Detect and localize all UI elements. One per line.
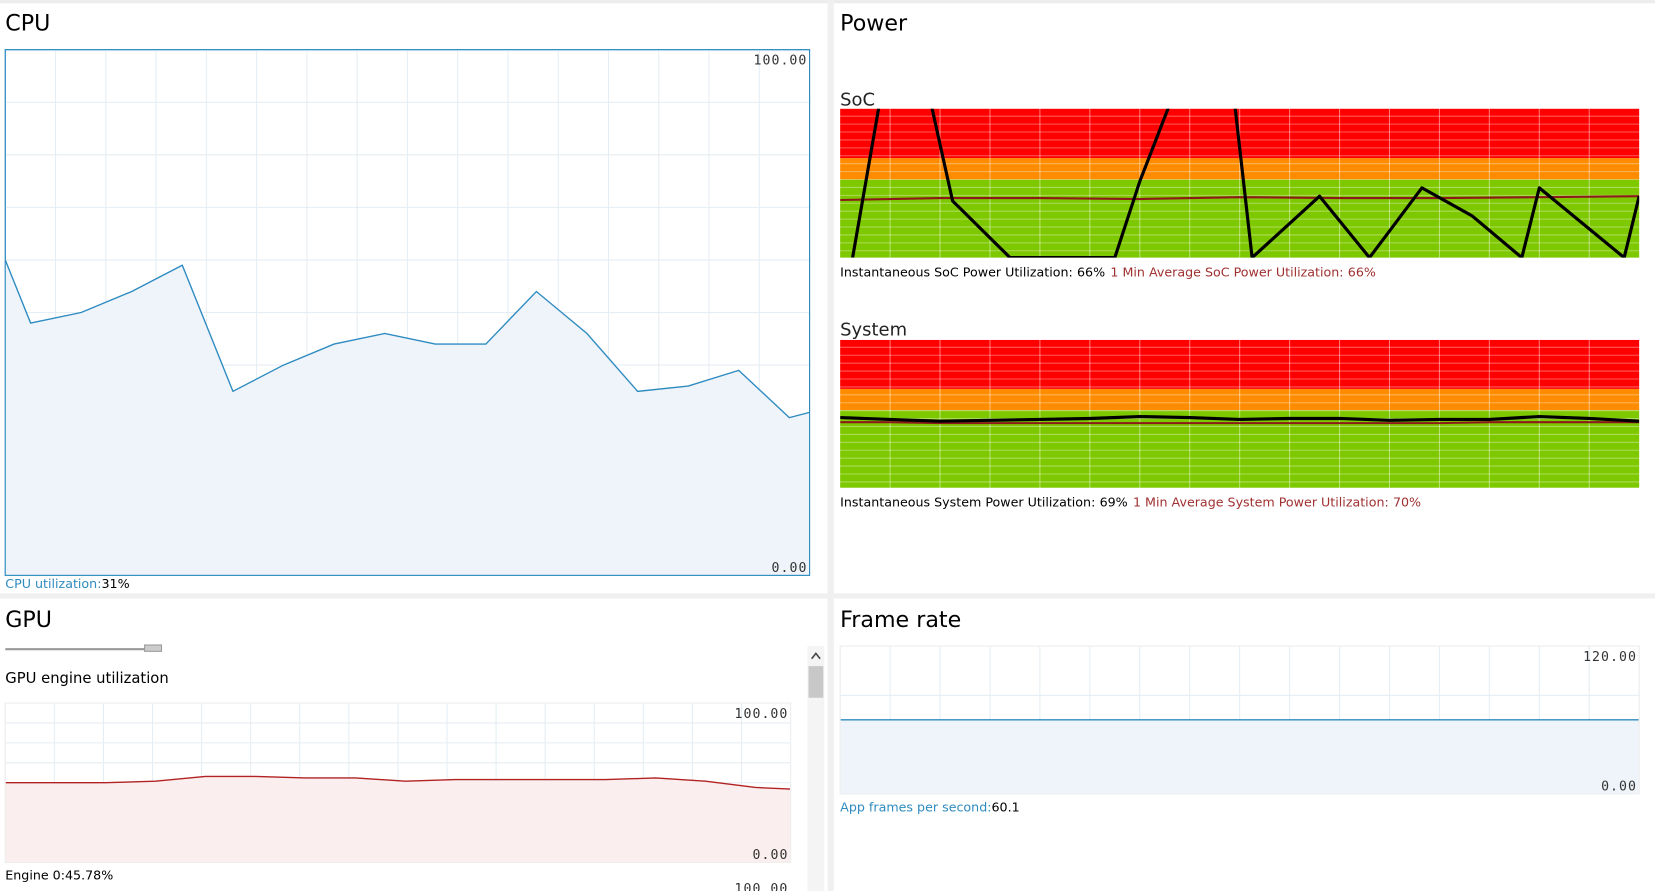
threshold-band xyxy=(840,158,1640,180)
area-fill xyxy=(5,776,791,863)
line xyxy=(840,421,1640,425)
area-fill xyxy=(5,259,810,576)
readout-value: 45.78% xyxy=(65,867,113,882)
readout-label: CPU utilization: xyxy=(5,576,101,591)
y-tick-label: 100.00 xyxy=(734,707,788,722)
series-group xyxy=(840,108,1640,258)
series-group xyxy=(840,414,1640,425)
panel-title: CPU xyxy=(5,11,50,37)
legend-name: 1 Min Average System Power Utilization: xyxy=(1133,495,1389,510)
panel-title: GPU xyxy=(5,607,52,633)
row-separator xyxy=(0,593,1655,599)
legend-reading: 66% xyxy=(1077,265,1105,280)
legend-reading: 70% xyxy=(1393,495,1421,510)
line xyxy=(851,108,1640,258)
readout: App frames per second:60.1 xyxy=(840,800,1020,815)
panel-subtitle: SoC xyxy=(840,90,875,111)
scroll-up[interactable] xyxy=(811,652,821,660)
threshold-band xyxy=(840,339,1640,389)
readout-value: 60.1 xyxy=(992,800,1020,815)
readout-label: App frames per second: xyxy=(840,800,991,815)
y-tick-label: 0.00 xyxy=(752,848,788,863)
y-tick-label: 100.00 xyxy=(753,53,807,68)
y-tick-label: 0.00 xyxy=(771,561,807,576)
panel-subtitle: System xyxy=(840,320,907,341)
y-tick-label: 0.00 xyxy=(1601,780,1637,795)
legend-reading: 69% xyxy=(1100,495,1128,510)
y-tick-label: 120.00 xyxy=(1583,650,1637,665)
line xyxy=(5,775,791,790)
legend-name: Instantaneous SoC Power Utilization: xyxy=(840,265,1073,280)
area-fill xyxy=(840,719,1640,794)
line xyxy=(840,195,1640,202)
threshold-band xyxy=(840,388,1640,411)
slider-thumb[interactable] xyxy=(144,644,163,652)
panel-subtitle: GPU engine utilization xyxy=(5,670,168,687)
readout-label: Engine 0: xyxy=(5,867,65,882)
column-separator xyxy=(827,0,834,891)
plot-frame xyxy=(4,702,792,863)
legend-name: Instantaneous System Power Utilization: xyxy=(840,495,1095,510)
readout: CPU utilization:31% xyxy=(5,576,129,591)
line xyxy=(4,259,810,419)
line xyxy=(840,414,1640,423)
y-tick-label: 100.00 xyxy=(734,882,788,891)
scrollbar[interactable] xyxy=(807,646,825,891)
scroll-thumb[interactable] xyxy=(808,666,824,698)
readout-value: 31% xyxy=(101,576,129,591)
panel-title: Power xyxy=(840,11,908,37)
panel-title: Frame rate xyxy=(840,607,961,633)
plot-frame xyxy=(839,645,1640,795)
plot-frame xyxy=(4,49,811,576)
legend-reading: 66% xyxy=(1348,265,1376,280)
readout: Instantaneous System Power Utilization: 6… xyxy=(840,495,1421,510)
readout: Engine 0:45.78% xyxy=(5,867,113,882)
legend-name: 1 Min Average SoC Power Utilization: xyxy=(1110,265,1343,280)
readout: Instantaneous SoC Power Utilization: 66% 1… xyxy=(840,265,1376,280)
